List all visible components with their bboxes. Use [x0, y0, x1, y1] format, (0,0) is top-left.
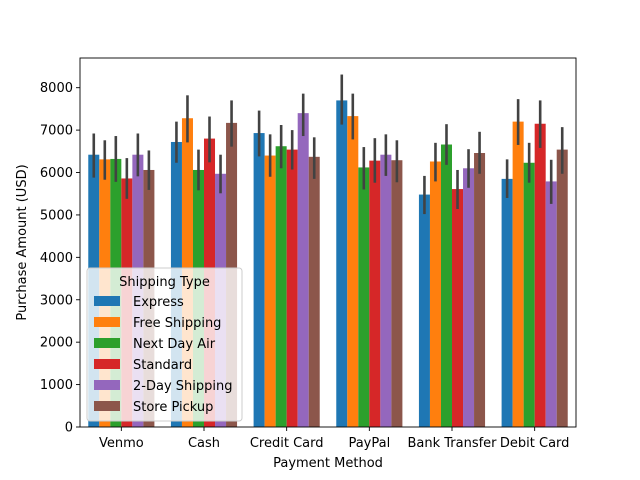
bar [452, 189, 464, 427]
legend-label: 2-Day Shipping [133, 379, 232, 394]
bar [264, 155, 276, 428]
legend-label: Standard [133, 358, 192, 373]
legend: Shipping Type Express Free Shipping Next Da… [86, 267, 243, 422]
y-tick-label: 3000 [40, 293, 73, 308]
bar [358, 167, 370, 427]
y-tick-label: 1000 [40, 378, 73, 393]
bar [286, 149, 298, 428]
bar [474, 153, 486, 427]
legend-label: Express [133, 295, 184, 310]
y-tick-label: 4000 [40, 251, 73, 266]
x-tick-label: PayPal [348, 436, 390, 451]
legend-swatch [94, 296, 120, 306]
bar [556, 149, 568, 428]
y-tick-label: 5000 [40, 208, 73, 223]
legend-swatch [94, 380, 120, 390]
x-tick-label: Venmo [99, 436, 144, 451]
bar [380, 154, 392, 427]
bar [391, 160, 403, 427]
bar [275, 146, 287, 427]
bar [308, 156, 320, 427]
bar [297, 113, 309, 427]
legend-swatch [94, 317, 120, 327]
bar [463, 168, 475, 427]
x-tick-label: Cash [188, 436, 220, 451]
bar [440, 144, 452, 427]
bar [534, 123, 546, 428]
x-tick-label: Debit Card [500, 436, 570, 451]
legend-swatch [94, 338, 120, 348]
bar [347, 116, 359, 428]
legend-swatch [94, 359, 120, 369]
legend-label: Store Pickup [133, 400, 213, 415]
y-tick-label: 2000 [40, 336, 73, 351]
legend-swatch [94, 401, 120, 411]
bar [253, 133, 265, 427]
bar [369, 160, 381, 427]
bar [512, 121, 524, 428]
y-tick-label: 0 [65, 421, 73, 436]
x-tick-label: Bank Transfer [407, 436, 497, 451]
bar [418, 194, 430, 427]
legend-title: Shipping Type [119, 275, 210, 290]
bar [429, 161, 441, 428]
legend-label: Free Shipping [133, 316, 221, 331]
legend-label: Next Day Air [133, 337, 216, 352]
y-axis-label: Purchase Amount (USD) [15, 164, 30, 320]
axes-frame [79, 57, 577, 428]
bar [523, 162, 535, 427]
x-axis-label: Payment Method [273, 456, 383, 471]
legend-box [86, 267, 243, 422]
bar [501, 178, 513, 427]
bar [545, 181, 557, 427]
y-tick-label: 8000 [40, 81, 73, 96]
bar [336, 100, 348, 427]
y-tick-label: 7000 [40, 124, 73, 139]
x-tick-label: Credit Card [250, 436, 324, 451]
y-tick-label: 6000 [40, 166, 73, 181]
